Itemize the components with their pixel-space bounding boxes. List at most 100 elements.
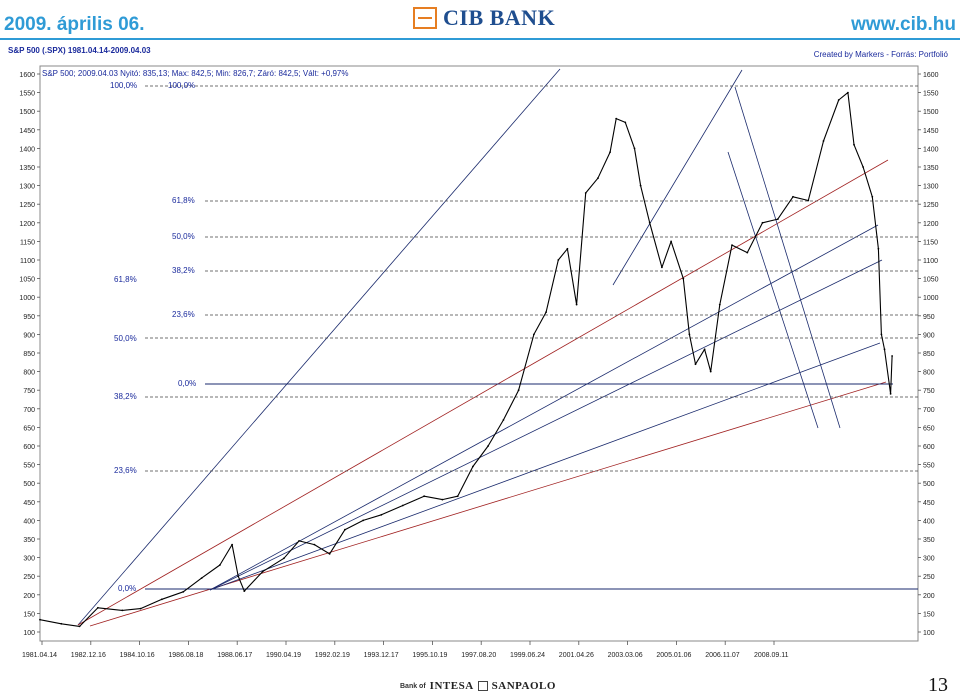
cib-logo-icon: [413, 7, 437, 29]
data-point: [472, 465, 474, 468]
y-tick-label: 300: [23, 556, 35, 563]
fib-label: 23,6%: [172, 310, 195, 319]
x-tick-label: 1999.06.24: [510, 652, 545, 659]
data-point: [344, 528, 346, 531]
x-tick-label: 1988.06.17: [217, 652, 252, 659]
data-point: [837, 99, 840, 101]
y-tick-label: 1100: [923, 258, 938, 265]
y-tick-label: 1450: [19, 128, 35, 135]
data-point: [533, 333, 535, 336]
data-point: [456, 495, 459, 498]
y-tick-label: 550: [23, 463, 35, 470]
y-tick-label: 500: [923, 481, 935, 488]
data-point: [584, 192, 587, 194]
x-tick-label: 1982.12.16: [71, 652, 106, 659]
plot-frame: [39, 65, 919, 642]
data-point: [761, 221, 764, 224]
x-tick-label: 1984.10.16: [120, 652, 155, 659]
data-point: [624, 121, 627, 124]
data-point: [487, 445, 489, 447]
page-number: 13: [928, 674, 948, 696]
fib-label: 61,8%: [172, 196, 195, 205]
y-tick-label: 300: [923, 556, 935, 563]
x-tick-label: 1981.04.14: [22, 652, 57, 659]
y-tick-label: 700: [923, 407, 935, 414]
data-point: [423, 495, 425, 498]
data-point: [362, 519, 365, 522]
data-point: [200, 577, 203, 579]
y-tick-label: 200: [23, 593, 35, 600]
website-url[interactable]: www.cib.hu: [851, 14, 956, 35]
data-point: [718, 303, 721, 306]
data-point: [688, 333, 691, 336]
y-tick-label: 1250: [19, 202, 35, 209]
y-tick-label: 1500: [923, 109, 939, 116]
x-tick-label: 2003.03.06: [608, 652, 643, 659]
fib-label: 0,0%: [118, 584, 136, 593]
y-tick-label: 250: [923, 574, 935, 581]
trend-line: [727, 151, 819, 429]
data-point: [39, 618, 41, 621]
y-tick-label: 800: [923, 370, 935, 377]
fib-label: 61,8%: [114, 275, 137, 284]
data-point: [139, 607, 142, 610]
y-tick-label: 200: [923, 593, 935, 600]
y-tick-label: 1050: [19, 277, 35, 284]
cib-logo: CIB BANK: [413, 4, 555, 32]
y-tick-label: 450: [23, 500, 35, 507]
data-point: [60, 622, 63, 625]
data-point: [298, 540, 300, 542]
data-point: [121, 609, 124, 612]
fib-label: 50,0%: [172, 232, 195, 241]
data-point: [847, 91, 849, 94]
data-point: [517, 389, 520, 392]
y-tick-label: 1100: [20, 258, 35, 265]
y-tick-label: 1150: [923, 239, 938, 246]
y-tick-label: 1450: [923, 128, 939, 135]
fib-labels: 100,0% 100,0% 61,8% 50,0% 61,8% 38,2% 23…: [110, 81, 196, 593]
data-point: [792, 195, 794, 198]
y-tick-label: 850: [923, 351, 935, 358]
y-tick-label: 1400: [19, 146, 35, 153]
data-point: [97, 606, 99, 609]
trend-line: [77, 68, 561, 626]
price-series: [39, 91, 893, 628]
y-tick-label: 100: [23, 630, 35, 637]
report-date: 2009. április 06.: [4, 14, 145, 35]
sp500-chart: 100,0% 100,0% 61,8% 50,0% 61,8% 38,2% 23…: [19, 65, 939, 659]
data-point: [891, 355, 893, 357]
trend-line: [734, 86, 841, 429]
data-point: [182, 590, 185, 593]
y-tick-label: 1500: [19, 109, 35, 116]
data-point: [401, 504, 404, 507]
x-tick-label: 1997.08.20: [461, 652, 496, 659]
data-point: [597, 177, 599, 180]
fib-label: 38,2%: [114, 392, 137, 401]
y-tick-label: 1050: [923, 277, 939, 284]
y-tick-label: 1250: [923, 202, 939, 209]
data-point: [161, 598, 163, 601]
x-axis: 1981.04.14 1982.12.16 1984.10.16 1986.08.18…: [22, 641, 789, 659]
y-axis-right: 100 150 200 250 300 350 400 450 500 550 600 650 700 7…: [918, 72, 939, 637]
x-tick-label: 2005.01.06: [656, 652, 691, 659]
y-tick-label: 150: [23, 611, 35, 618]
fib-label: 100,0%: [110, 81, 137, 90]
data-point: [566, 247, 569, 250]
data-point: [380, 513, 383, 516]
data-point: [283, 557, 285, 560]
data-point: [231, 543, 234, 546]
y-tick-label: 1300: [19, 184, 35, 191]
data-point: [313, 543, 316, 546]
y-tick-label: 600: [923, 444, 935, 451]
fib-label: 38,2%: [172, 266, 195, 275]
y-tick-label: 650: [923, 425, 935, 432]
y-tick-label: 1000: [923, 295, 939, 302]
y-tick-label: 1300: [923, 184, 939, 191]
data-point: [731, 244, 733, 247]
y-tick-label: 900: [23, 332, 35, 339]
header-divider: [0, 38, 960, 40]
data-point: [237, 575, 240, 578]
data-point: [807, 199, 810, 202]
data-point: [682, 277, 685, 280]
y-tick-label: 1200: [923, 221, 939, 228]
